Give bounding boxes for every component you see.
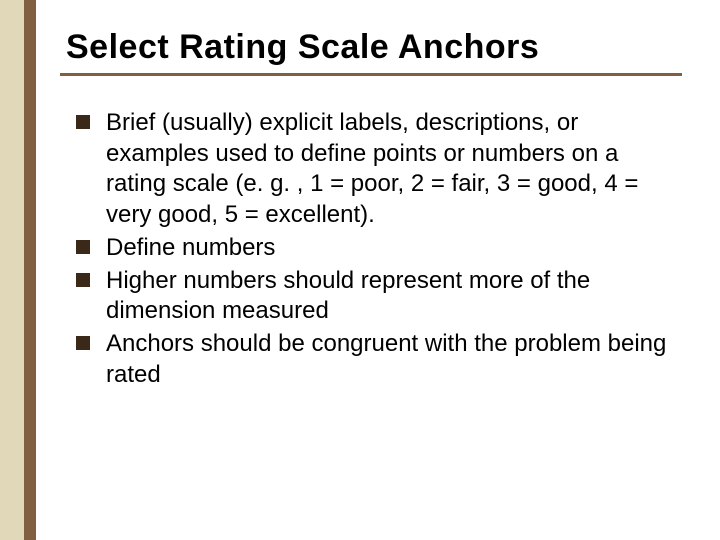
bullet-text: Anchors should be congruent with the pro… <box>106 330 666 388</box>
title-underline <box>60 73 682 76</box>
square-bullet-icon <box>76 336 90 350</box>
bullet-item: Brief (usually) explicit labels, descrip… <box>76 108 672 231</box>
square-bullet-icon <box>76 115 90 129</box>
slide: Select Rating Scale Anchors Brief (usual… <box>0 0 720 540</box>
bullet-item: Higher numbers should represent more of … <box>76 266 672 327</box>
bullet-item: Define numbers <box>76 233 672 264</box>
sidebar-accent-inner <box>24 0 36 540</box>
square-bullet-icon <box>76 273 90 287</box>
square-bullet-icon <box>76 240 90 254</box>
bullet-text: Higher numbers should represent more of … <box>106 267 590 325</box>
bullet-text: Brief (usually) explicit labels, descrip… <box>106 109 638 228</box>
sidebar-accent-outer <box>0 0 24 540</box>
bullet-text: Define numbers <box>106 234 275 261</box>
slide-title: Select Rating Scale Anchors <box>66 28 672 67</box>
bullet-list: Brief (usually) explicit labels, descrip… <box>76 108 672 390</box>
bullet-item: Anchors should be congruent with the pro… <box>76 329 672 390</box>
